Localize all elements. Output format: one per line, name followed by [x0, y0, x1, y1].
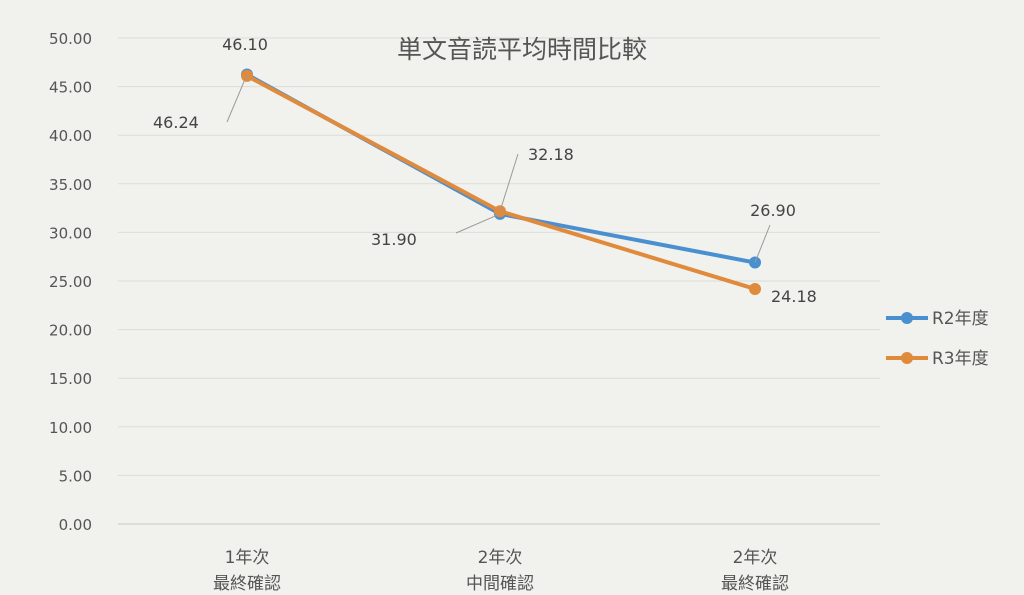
x-category-label-line2: 最終確認 — [213, 574, 281, 594]
y-axis-ticks: 0.00 5.00 10.00 15.00 20.00 25.00 30.00 35.00 40… — [49, 30, 92, 534]
gridlines — [118, 37, 880, 525]
legend-marker — [901, 352, 913, 364]
x-category-label-line1: 1年次 — [225, 548, 270, 568]
y-tick-label: 35.00 — [49, 176, 92, 194]
y-tick-label: 5.00 — [59, 467, 92, 485]
data-labels: 46.24 46.10 31.90 32.18 26.90 24.18 — [153, 35, 817, 306]
data-label: 46.10 — [222, 35, 268, 54]
y-tick-label: 45.00 — [49, 79, 92, 97]
legend-label: R2年度 — [932, 309, 989, 329]
y-tick-label: 50.00 — [49, 30, 92, 48]
y-tick-label: 30.00 — [49, 224, 92, 242]
legend: R2年度 R3年度 — [886, 309, 989, 369]
leader-line — [226, 74, 248, 123]
data-point — [749, 282, 761, 295]
x-category-label-line1: 2年次 — [478, 548, 523, 568]
y-tick-label: 20.00 — [49, 322, 92, 340]
y-tick-label: 10.00 — [49, 419, 92, 437]
y-tick-label: 0.00 — [59, 516, 92, 534]
y-tick-label: 40.00 — [49, 127, 92, 145]
data-label: 31.90 — [371, 230, 417, 249]
y-tick-label: 15.00 — [49, 370, 92, 388]
data-point — [241, 69, 253, 82]
y-tick-label: 25.00 — [49, 273, 92, 291]
legend-label: R3年度 — [932, 349, 989, 369]
chart-title: 単文音読平均時間比較 — [397, 35, 647, 64]
leader-line — [455, 213, 501, 234]
x-category-label-line2: 中間確認 — [466, 574, 534, 594]
x-category-label-line1: 2年次 — [733, 548, 778, 568]
leader-line — [754, 224, 771, 263]
label-leader-lines — [226, 74, 771, 263]
data-label: 24.18 — [771, 287, 817, 306]
data-label: 32.18 — [528, 145, 574, 164]
data-label: 26.90 — [750, 201, 796, 220]
x-category-label-line2: 最終確認 — [721, 574, 789, 594]
leader-line — [499, 153, 519, 212]
data-label: 46.24 — [153, 113, 199, 132]
legend-marker — [901, 312, 913, 324]
